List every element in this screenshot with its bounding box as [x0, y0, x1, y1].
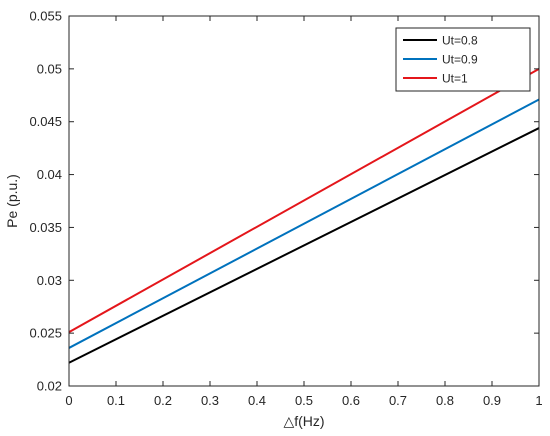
y-tick-label: 0.05 [37, 61, 62, 76]
ticks-layer: 0 0.1 0.2 0.3 0.4 0.5 0.6 0.7 0.8 0.9 1 0.02 0.025 0.… [29, 9, 542, 409]
x-tick-label: 0 [65, 393, 72, 408]
legend-label: Ut=1 [442, 72, 468, 86]
y-tick-label: 0.035 [29, 220, 62, 235]
y-tick-label: 0.02 [37, 379, 62, 394]
x-tick-label: 0.2 [154, 393, 172, 408]
x-tick-label: 0.5 [295, 393, 313, 408]
x-axis-label: △f(Hz) [283, 413, 324, 429]
series-line-3 [68, 67, 540, 333]
legend-label: Ut=0.8 [442, 34, 478, 48]
y-tick-label: 0.055 [29, 9, 62, 24]
series-layer [68, 67, 540, 364]
legend: Ut=0.8 Ut=0.9 Ut=1 [395, 27, 531, 92]
x-tick-label: 0.9 [483, 393, 501, 408]
x-tick-label: 0.3 [201, 393, 219, 408]
y-tick-label: 0.03 [37, 273, 62, 288]
x-tick-label: 0.6 [342, 393, 360, 408]
y-tick-label: 0.045 [29, 114, 62, 129]
x-tick-label: 0.4 [248, 393, 266, 408]
series-line-2 [68, 98, 540, 349]
x-tick-label: 1 [535, 393, 542, 408]
y-tick-label: 0.04 [37, 167, 62, 182]
x-tick-label: 0.7 [389, 393, 407, 408]
y-tick-label: 0.025 [29, 326, 62, 341]
series-line-1 [68, 127, 540, 364]
y-axis-label: Pe (p.u.) [4, 174, 20, 228]
x-tick-label: 0.8 [436, 393, 454, 408]
legend-label: Ut=0.9 [442, 53, 478, 67]
x-tick-label: 0.1 [107, 393, 125, 408]
